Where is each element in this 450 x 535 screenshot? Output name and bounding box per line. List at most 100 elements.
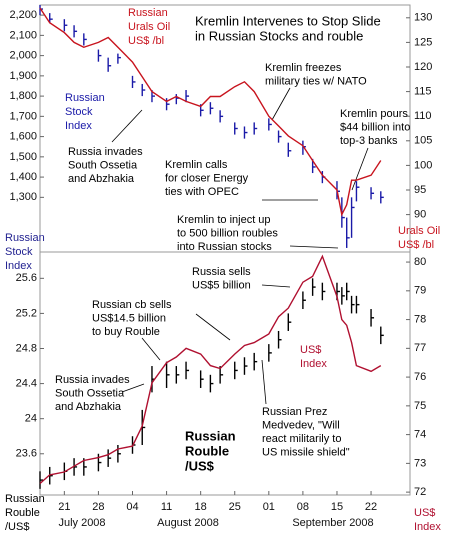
- annotation: South Ossetia: [68, 159, 138, 171]
- x-tick-label: 04: [126, 501, 138, 513]
- series-label: Stock: [65, 106, 93, 118]
- y-tick-label: 24.4: [16, 377, 37, 389]
- y-tick-label: 24: [25, 413, 37, 425]
- y-axis-label: /US$: [5, 521, 29, 533]
- series-label: Index: [300, 358, 327, 370]
- y2-tick-label: 77: [414, 342, 426, 354]
- y-tick-label: 24.8: [16, 342, 37, 354]
- x-tick-label: 22: [365, 501, 377, 513]
- y-tick-label: 1,700: [9, 110, 37, 122]
- annotation: to buy Rouble: [92, 326, 160, 338]
- y-axis-label: Stock: [5, 246, 33, 258]
- y-axis-label: Index: [5, 260, 32, 272]
- annotation: Russian cb sells: [92, 299, 172, 311]
- bottom-panel-frame: [39, 251, 411, 496]
- y-tick-label: 1,900: [9, 70, 37, 82]
- annotation: Kremlin freezes: [265, 62, 342, 74]
- y2-tick-label: 115: [414, 86, 432, 98]
- annotation: US missile shield": [262, 446, 350, 458]
- leader-line: [195, 313, 231, 341]
- y2-tick-label: 90: [414, 209, 426, 221]
- y-tick-label: 1,300: [9, 191, 37, 203]
- series-label: US$ /bl: [128, 35, 164, 47]
- series-line: [39, 7, 382, 217]
- annotation: top-3 banks: [340, 135, 398, 147]
- y-tick-label: 2,100: [9, 29, 37, 41]
- annotation: US$5 billion: [192, 279, 251, 291]
- series-label: US$: [300, 344, 321, 356]
- x-tick-label: 15: [331, 501, 343, 513]
- x-tick-label: 18: [195, 501, 207, 513]
- series-label: Urals Oil: [128, 21, 170, 33]
- leader-line: [351, 147, 369, 191]
- y2-tick-label: 75: [414, 400, 426, 412]
- leader-line: [289, 245, 339, 249]
- series-label: Russian: [65, 92, 105, 104]
- y2-tick-label: 72: [414, 486, 426, 498]
- x-tick-label: 25: [229, 501, 241, 513]
- series-line: [39, 254, 382, 485]
- series-label: Index: [65, 120, 92, 132]
- y2-axis-label: US$ /bl: [398, 239, 434, 251]
- annotation: into Russian stocks: [177, 241, 272, 253]
- x-tick-label: 11: [161, 501, 172, 513]
- x-tick-label: 21: [58, 501, 70, 513]
- y2-tick-label: 130: [414, 12, 432, 24]
- leader-line: [141, 337, 161, 361]
- y-tick-label: 1,800: [9, 90, 37, 102]
- y-axis-label: Russian: [5, 232, 45, 244]
- y2-axis-label: Index: [414, 521, 441, 533]
- y-axis-label: Russian: [5, 493, 45, 505]
- annotation: Medvedev, "Will: [262, 419, 340, 431]
- annotation: to 500 billion roubles: [177, 227, 278, 239]
- annotation: Kremlin to inject up: [177, 214, 271, 226]
- x-tick-label: 08: [297, 501, 309, 513]
- annotation: South Ossetia: [55, 387, 125, 399]
- leader-line: [261, 359, 267, 405]
- leader-line: [261, 284, 291, 288]
- y2-tick-label: 100: [414, 159, 432, 171]
- annotation: ties with OPEC: [165, 186, 239, 198]
- y2-tick-label: 78: [414, 313, 426, 325]
- y2-tick-label: 79: [414, 285, 426, 297]
- x-tick-label: 01: [263, 501, 275, 513]
- annotation: $44 billion into: [340, 121, 410, 133]
- annotation: Russian Prez: [262, 406, 327, 418]
- y-tick-label: 2,000: [9, 50, 37, 62]
- series-label: /US$: [185, 458, 215, 473]
- annotation: Kremlin pours: [340, 108, 408, 120]
- leader-line: [111, 109, 143, 143]
- y2-tick-label: 73: [414, 457, 426, 469]
- y-tick-label: 1,400: [9, 171, 37, 183]
- annotation: react militarily to: [262, 433, 341, 445]
- chart-title: Kremlin Intervenes to Stop Slide: [195, 13, 381, 28]
- y-tick-label: 1,600: [9, 131, 37, 143]
- y2-tick-label: 125: [414, 36, 432, 48]
- annotation: and Abzhakia: [55, 401, 122, 413]
- annotation: Russia sells: [192, 266, 251, 278]
- y2-tick-label: 80: [414, 256, 426, 268]
- y-tick-label: 2,200: [9, 9, 37, 21]
- y2-tick-label: 110: [414, 110, 432, 122]
- month-label: July 2008: [58, 517, 105, 529]
- y-tick-label: 1,500: [9, 151, 37, 163]
- y2-axis-label: US$: [414, 507, 435, 519]
- y-tick-label: 25.2: [16, 307, 37, 319]
- leader-line: [121, 383, 145, 393]
- annotation: Russia invades: [55, 374, 130, 386]
- y2-tick-label: 76: [414, 371, 426, 383]
- annotation: military ties w/ NATO: [265, 75, 367, 87]
- series-label: Russian: [185, 428, 236, 443]
- x-tick-label: 28: [92, 501, 104, 513]
- annotation: Russia invades: [68, 146, 143, 158]
- y2-tick-label: 95: [414, 184, 426, 196]
- y2-axis-label: Urals Oil: [398, 225, 440, 237]
- y2-tick-label: 74: [414, 429, 426, 441]
- leader-line: [271, 87, 291, 121]
- y2-tick-label: 105: [414, 135, 432, 147]
- month-label: September 2008: [292, 517, 373, 529]
- y-tick-label: 23.6: [16, 448, 37, 460]
- series-label: Russian: [128, 7, 168, 19]
- y2-tick-label: 120: [414, 61, 432, 73]
